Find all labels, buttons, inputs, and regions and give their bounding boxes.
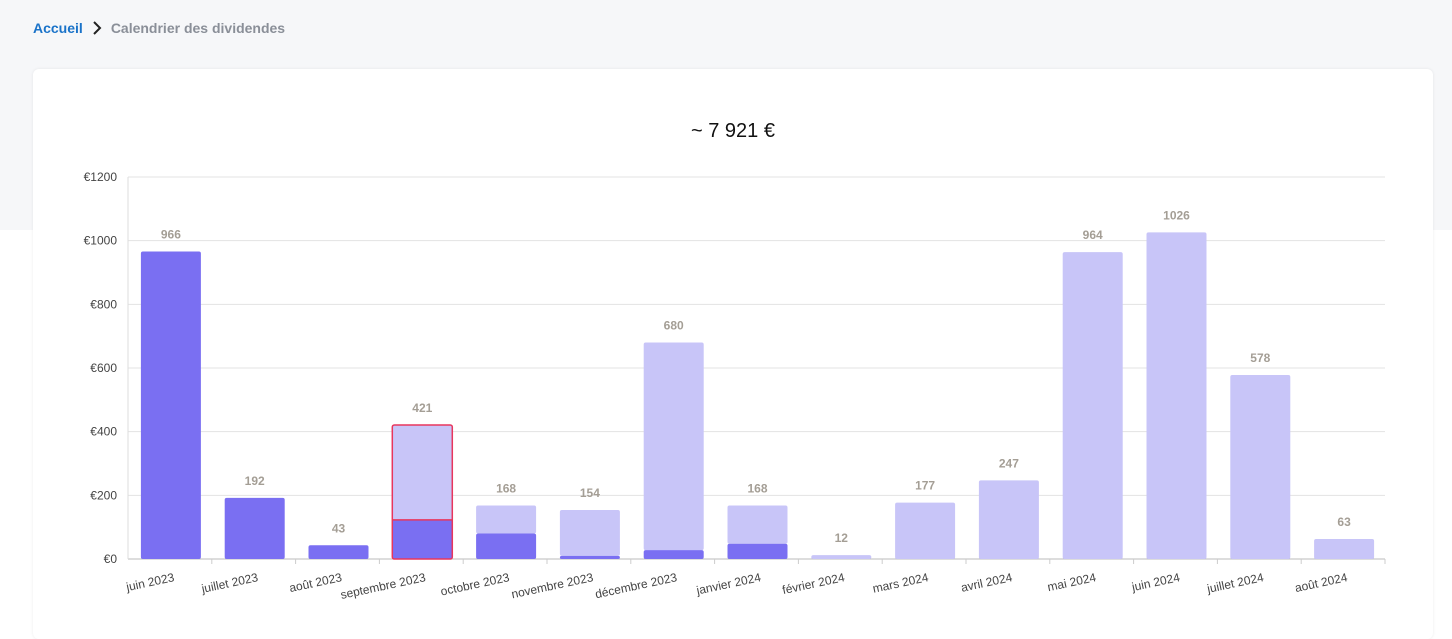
data-label: 247 <box>999 456 1019 470</box>
bar-forecast <box>1314 538 1375 559</box>
bar-received <box>559 555 620 559</box>
data-label: 1026 <box>1163 208 1190 222</box>
x-tick-label: avril 2024 <box>960 570 1014 595</box>
x-tick-label: novembre 2023 <box>510 570 595 601</box>
data-label: 680 <box>664 319 684 333</box>
data-label: 421 <box>412 401 432 415</box>
bar-received <box>308 545 369 559</box>
x-tick-label: août 2024 <box>1294 570 1349 595</box>
y-tick-label: €1200 <box>84 170 118 184</box>
bar-forecast <box>978 480 1039 559</box>
x-tick-label: juillet 2024 <box>1205 570 1265 596</box>
data-label: 964 <box>1083 228 1103 242</box>
x-tick-label: juin 2024 <box>1130 570 1182 594</box>
x-tick-label: mars 2024 <box>871 570 930 596</box>
bar-highlight-outline <box>391 424 454 560</box>
data-label: 177 <box>915 479 935 493</box>
bar-received <box>476 533 537 559</box>
breadcrumb-current-page: Calendrier des dividendes <box>110 20 286 36</box>
y-tick-label: €200 <box>90 488 117 502</box>
x-tick-label: septembre 2023 <box>339 570 427 602</box>
breadcrumb: Accueil Calendrier des dividendes <box>33 18 285 38</box>
y-tick-label: €800 <box>90 297 117 311</box>
data-label: 12 <box>835 531 849 545</box>
x-tick-label: août 2023 <box>288 570 343 595</box>
data-label: 192 <box>245 474 265 488</box>
bar-received <box>392 519 453 559</box>
bar-forecast <box>895 502 956 559</box>
data-label: 43 <box>332 521 346 535</box>
data-label: 578 <box>1250 351 1270 365</box>
x-tick-label: février 2024 <box>781 570 846 597</box>
bar-forecast <box>1062 252 1123 560</box>
x-tick-label: mai 2024 <box>1046 570 1098 594</box>
breadcrumb-home-link[interactable]: Accueil <box>33 20 83 36</box>
bar-received <box>224 497 285 559</box>
y-tick-label: €400 <box>90 425 117 439</box>
bar-forecast <box>476 505 537 534</box>
x-tick-label: juin 2023 <box>124 570 176 594</box>
data-label: 168 <box>747 482 767 496</box>
y-tick-label: €1000 <box>84 234 118 248</box>
bar-forecast <box>392 424 453 520</box>
bar-received <box>140 251 201 560</box>
bar-forecast <box>727 505 788 544</box>
bar-forecast <box>643 342 704 551</box>
total-dividends: ~ 7 921 € <box>691 120 775 142</box>
bar-forecast <box>1230 375 1291 559</box>
data-label: 63 <box>1337 515 1351 529</box>
data-label: 154 <box>580 486 600 500</box>
bar-received <box>643 550 704 559</box>
x-tick-label: décembre 2023 <box>594 570 679 601</box>
x-tick-label: janvier 2024 <box>694 570 762 598</box>
bar-received <box>727 543 788 559</box>
y-tick-label: €600 <box>90 361 117 375</box>
data-label: 966 <box>161 227 181 241</box>
x-tick-label: octobre 2023 <box>439 570 511 598</box>
bar-forecast <box>559 509 620 556</box>
bar-forecast <box>1146 232 1207 559</box>
x-tick-label: juillet 2023 <box>199 570 259 596</box>
chevron-right-icon <box>93 21 102 35</box>
y-tick-label: €0 <box>104 552 118 566</box>
data-label: 168 <box>496 482 516 496</box>
bar-forecast <box>811 555 872 559</box>
